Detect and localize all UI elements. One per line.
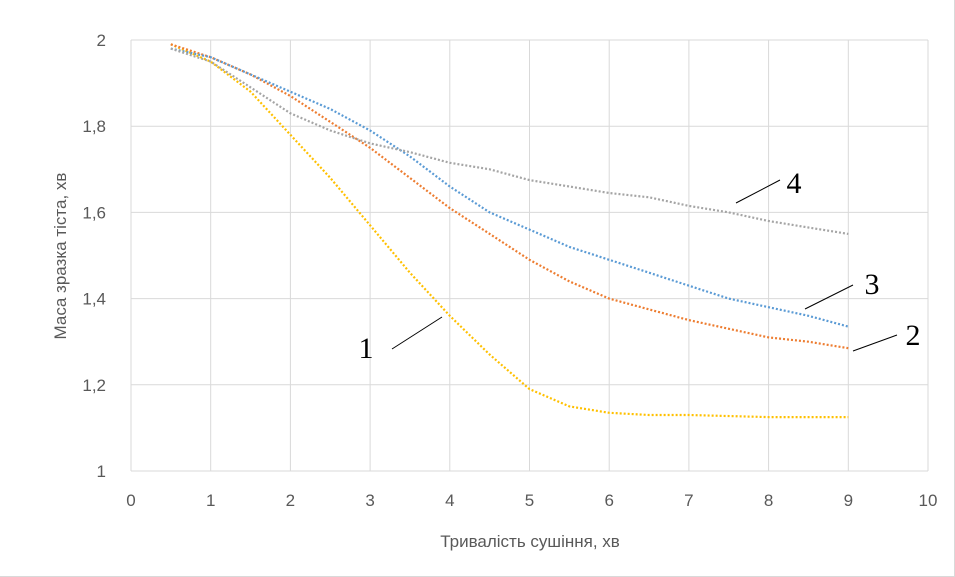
x-tick-label: 6	[604, 491, 613, 510]
x-tick-labels: 0 1 2 3 4 5 6 7 8 9 10	[126, 491, 937, 510]
series-line-4	[170, 47, 849, 235]
x-axis-title: Тривалість сушіння, хв	[440, 532, 620, 551]
annotation-leader-1	[391, 316, 443, 350]
x-tick-label: 3	[365, 491, 374, 510]
annotation-label-2: 2	[906, 319, 921, 352]
x-tick-label: 2	[286, 491, 295, 510]
series-line-2	[170, 43, 849, 350]
annotation-leader-4	[735, 179, 781, 204]
series-lines	[170, 43, 849, 419]
gridlines	[130, 39, 929, 472]
x-tick-label: 7	[684, 491, 693, 510]
y-tick-label: 1,6	[82, 203, 106, 222]
x-tick-label: 9	[844, 491, 853, 510]
x-tick-label: 5	[525, 491, 534, 510]
annotation-label-4: 4	[787, 167, 802, 200]
y-tick-label: 1	[97, 462, 106, 481]
series-line-1	[170, 43, 849, 419]
x-tick-label: 0	[126, 491, 135, 510]
annotation-label-1: 1	[359, 332, 374, 365]
x-tick-label: 1	[206, 491, 215, 510]
x-tick-label: 10	[919, 491, 938, 510]
series-line-3	[170, 47, 849, 328]
curve-annotations: 1 23 4	[359, 167, 921, 365]
annotation-label-3: 3	[865, 268, 880, 301]
y-tick-label: 1,4	[82, 290, 106, 309]
y-tick-labels: 1 1,2 1,4 1,6 1,8 2	[82, 31, 106, 481]
y-tick-label: 1,2	[82, 376, 106, 395]
x-tick-label: 8	[764, 491, 773, 510]
y-tick-label: 2	[97, 31, 106, 50]
y-axis-title: Маса зразка тіста, хв	[51, 173, 70, 340]
x-tick-label: 4	[445, 491, 454, 510]
y-tick-label: 1,8	[82, 117, 106, 136]
annotation-leader-2	[852, 334, 898, 352]
annotation-leader-3	[804, 284, 854, 310]
